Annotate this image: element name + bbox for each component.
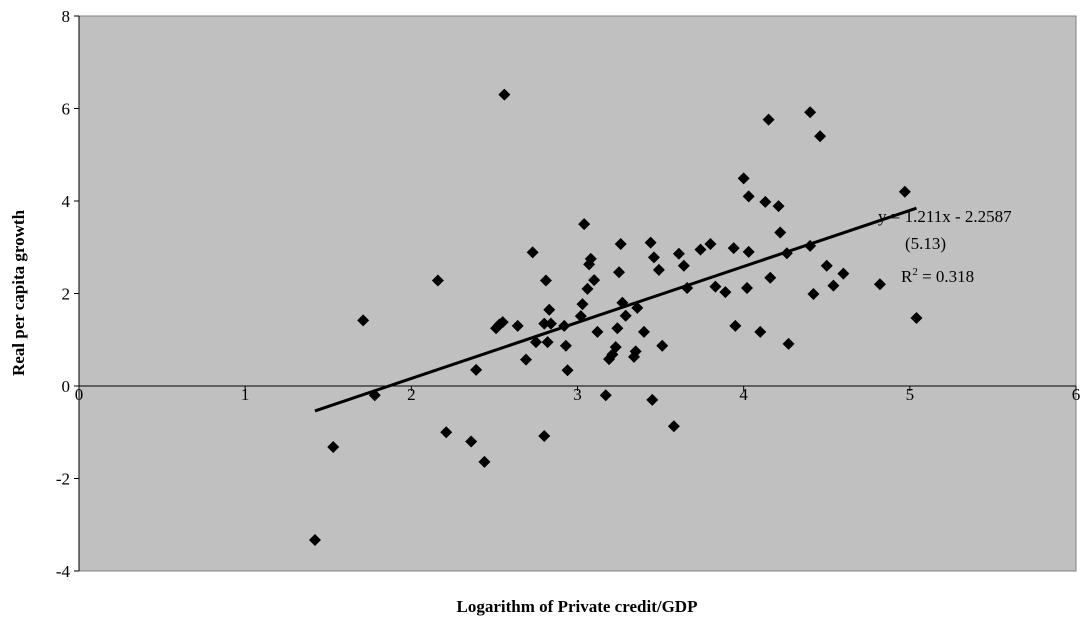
data-point <box>827 279 840 292</box>
regression-equation: y = 1.211x - 2.2587 <box>878 207 1012 226</box>
data-point <box>754 325 767 338</box>
y-tick-label: -4 <box>56 562 71 581</box>
data-point <box>519 353 532 366</box>
data-point <box>898 185 911 198</box>
data-point <box>694 243 707 256</box>
x-tick-labels: 0 1 2 3 4 5 6 <box>75 385 1081 404</box>
y-tick-label: 0 <box>62 377 71 396</box>
trendline-group <box>314 206 917 413</box>
data-point <box>581 282 594 295</box>
data-point <box>544 317 557 330</box>
data-point <box>837 267 850 280</box>
data-point <box>637 325 650 338</box>
data-points <box>308 88 923 547</box>
data-point <box>496 316 509 329</box>
x-tick-label: 3 <box>573 385 582 404</box>
data-point <box>672 247 685 260</box>
data-point <box>470 363 483 376</box>
data-point <box>440 426 453 439</box>
data-point <box>308 534 321 547</box>
x-tick-label: 6 <box>1072 385 1081 404</box>
data-point <box>774 226 787 239</box>
data-point <box>814 130 827 143</box>
data-point <box>541 336 554 349</box>
data-point <box>539 274 552 287</box>
data-point <box>611 322 624 335</box>
data-point <box>529 336 542 349</box>
data-point <box>327 441 340 454</box>
data-point <box>762 113 775 126</box>
data-point <box>910 312 923 325</box>
x-tick-label: 0 <box>75 385 84 404</box>
data-point <box>613 266 626 279</box>
data-point <box>614 238 627 251</box>
data-point <box>742 245 755 258</box>
data-point <box>543 303 556 316</box>
r-squared-prefix: R <box>901 267 913 286</box>
data-point <box>431 274 444 287</box>
data-point <box>759 195 772 208</box>
data-point <box>576 298 589 311</box>
x-tick-label: 1 <box>241 385 250 404</box>
data-point <box>729 319 742 332</box>
data-point <box>656 339 669 352</box>
data-point <box>764 271 777 284</box>
data-point <box>820 259 833 272</box>
data-point <box>727 242 740 255</box>
data-point <box>647 251 660 264</box>
x-tick-label: 4 <box>739 385 748 404</box>
data-point <box>538 429 551 442</box>
y-tick-labels: -4 -2 0 2 4 6 8 <box>56 7 79 581</box>
data-point <box>591 325 604 338</box>
r-squared-value: = 0.318 <box>918 267 974 286</box>
data-point <box>667 420 680 433</box>
data-point <box>498 88 511 101</box>
data-point <box>629 345 642 358</box>
data-point <box>559 339 572 352</box>
trendline <box>314 206 917 413</box>
data-point <box>740 281 753 294</box>
data-point <box>772 200 785 213</box>
data-point <box>609 341 622 354</box>
y-tick-label: 8 <box>62 7 71 26</box>
data-point <box>588 274 601 287</box>
r-squared-exponent: 2 <box>912 266 918 278</box>
data-point <box>561 364 574 377</box>
data-point <box>709 280 722 293</box>
data-point <box>719 286 732 299</box>
y-axis-title: Real per capita growth <box>9 209 28 376</box>
data-point <box>526 246 539 259</box>
x-axis-title: Logarithm of Private credit/GDP <box>457 597 698 616</box>
data-point <box>584 252 597 265</box>
data-point <box>511 319 524 332</box>
data-point <box>742 190 755 203</box>
data-point <box>478 455 491 468</box>
y-tick-label: 4 <box>62 192 71 211</box>
data-point <box>646 393 659 406</box>
data-point <box>578 218 591 231</box>
data-point <box>357 314 370 327</box>
data-point <box>807 287 820 300</box>
data-point <box>704 238 717 251</box>
data-point <box>644 236 657 249</box>
x-tick-label: 5 <box>906 385 915 404</box>
x-tick-label: 2 <box>407 385 416 404</box>
data-point <box>538 317 551 330</box>
data-point <box>737 172 750 185</box>
data-point <box>804 106 817 119</box>
y-tick-label: -2 <box>56 470 70 489</box>
t-statistic: (5.13) <box>905 234 946 253</box>
data-point <box>782 337 795 350</box>
data-point <box>465 435 478 448</box>
data-point <box>873 278 886 291</box>
y-tick-label: 6 <box>62 100 71 119</box>
data-point <box>677 259 690 272</box>
y-tick-label: 2 <box>62 285 71 304</box>
data-point <box>599 389 612 402</box>
r-squared: R2 = 0.318 <box>901 266 974 286</box>
data-point <box>652 263 665 276</box>
plot-area <box>78 15 1077 572</box>
data-point <box>619 309 632 322</box>
